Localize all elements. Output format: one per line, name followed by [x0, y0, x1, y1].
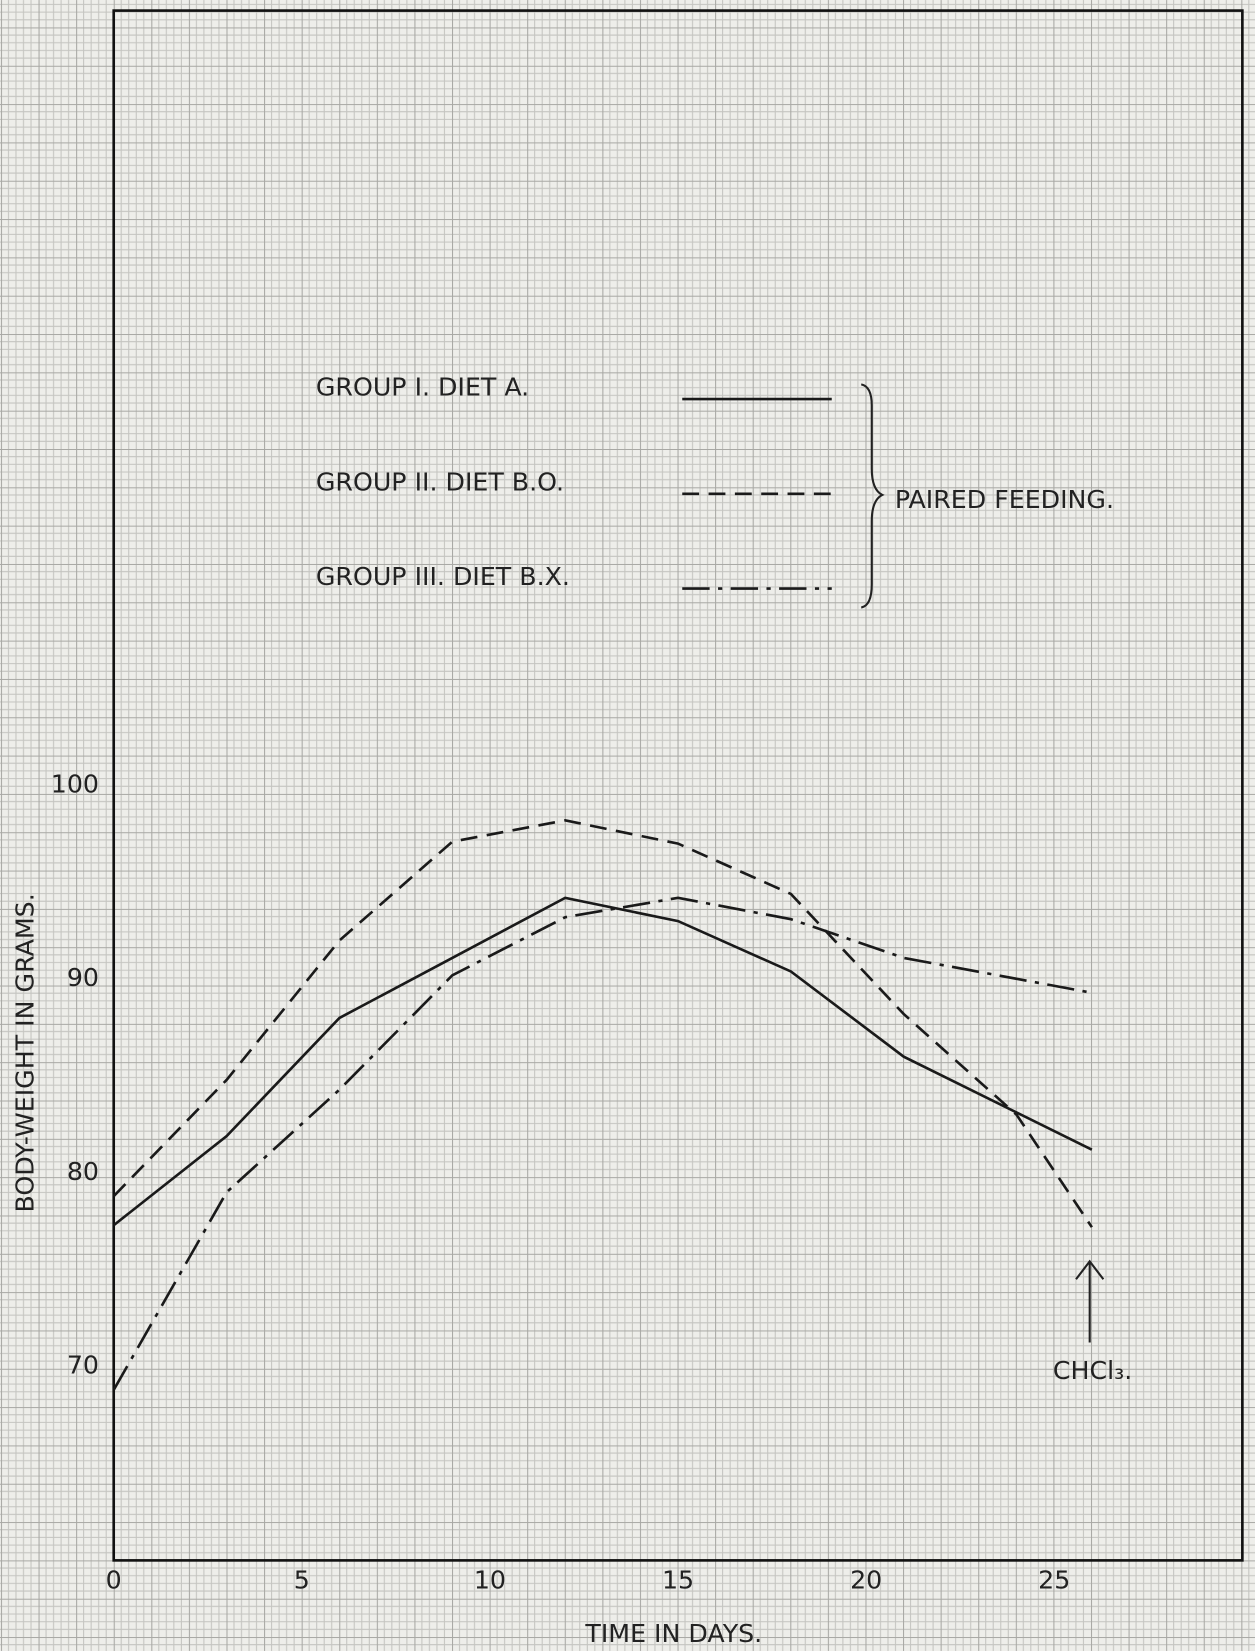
annotation-arrow [1075, 1259, 1105, 1343]
legend-brace [860, 383, 885, 609]
x-tick-label: 25 [1038, 1565, 1070, 1594]
annotation: CHCl₃. [1053, 1356, 1132, 1385]
y-tick-label: 70 [67, 1351, 99, 1380]
y-tick-label: 100 [51, 769, 99, 798]
x-tick-label: 20 [850, 1565, 882, 1594]
x-tick-label: 15 [662, 1565, 694, 1594]
legend-label: GROUP I. DIET A. [316, 373, 529, 402]
series-line [112, 896, 1093, 1391]
legend-label: GROUP III. DIET B.X. [316, 562, 570, 591]
y-axis-label: BODY-WEIGHT IN GRAMS. [10, 893, 39, 1212]
x-tick-label: 5 [294, 1565, 310, 1594]
x-tick-label: 10 [474, 1565, 506, 1594]
plot-frame [112, 9, 1244, 1562]
legend-label: GROUP II. DIET B.O. [316, 467, 564, 496]
x-tick-label: 0 [106, 1565, 122, 1594]
y-tick-label: 90 [67, 963, 99, 992]
x-axis-label: TIME IN DAYS. [584, 1619, 762, 1648]
series-line [112, 819, 1093, 1228]
series-line [112, 896, 1093, 1227]
legend-group-label: PAIRED FEEDING. [895, 485, 1114, 514]
y-tick-label: 80 [67, 1157, 99, 1186]
